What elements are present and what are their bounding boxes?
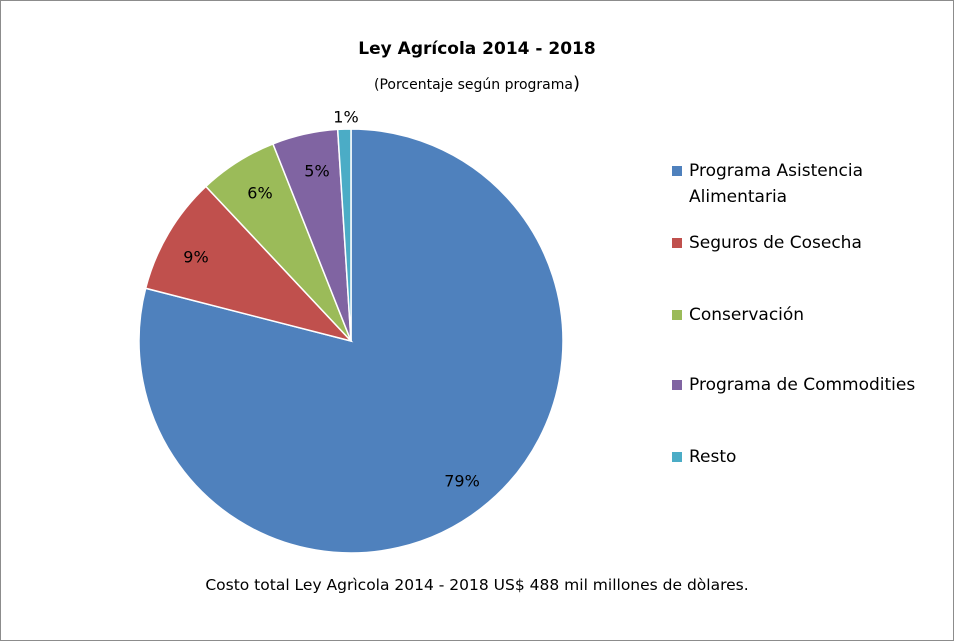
pie-slice-5 <box>336 128 352 342</box>
chart-footnote: Costo total Ley Agrìcola 2014 - 2018 US$… <box>205 576 749 594</box>
legend-item-3: Conservación <box>672 302 949 328</box>
legend-item-5: Resto <box>672 444 949 470</box>
legend-label: Programa Asistencia Alimentaria <box>689 161 864 207</box>
data-label-3: 6% <box>247 184 272 203</box>
legend-label: Programa de Commodities <box>689 375 916 395</box>
legend-label: Seguros de Cosecha <box>689 233 862 253</box>
legend-swatch <box>672 380 682 390</box>
legend-label: Resto <box>689 447 737 467</box>
legend-label: Conservación <box>689 305 805 325</box>
legend-item-2: Seguros de Cosecha <box>672 230 949 256</box>
data-label-4: 5% <box>304 162 329 181</box>
data-label-1: 79% <box>444 472 480 491</box>
pie-slice-2 <box>144 185 354 343</box>
chart-title: Ley Agrícola 2014 - 2018 <box>358 39 596 59</box>
legend-swatch <box>672 166 682 176</box>
legend-item-1: Programa Asistencia Alimentaria <box>672 158 889 210</box>
legend-swatch <box>672 310 682 320</box>
chart-subtitle: (Porcentaje según programa) <box>0 73 954 94</box>
data-label-2: 9% <box>183 248 208 267</box>
legend-swatch <box>672 452 682 462</box>
chart-subtitle-text: (Porcentaje según programa <box>374 77 573 93</box>
legend-swatch <box>672 238 682 248</box>
legend-item-4: Programa de Commodities <box>672 372 949 398</box>
data-label-5: 1% <box>333 108 358 127</box>
chart-subtitle-paren: ) <box>572 73 580 94</box>
